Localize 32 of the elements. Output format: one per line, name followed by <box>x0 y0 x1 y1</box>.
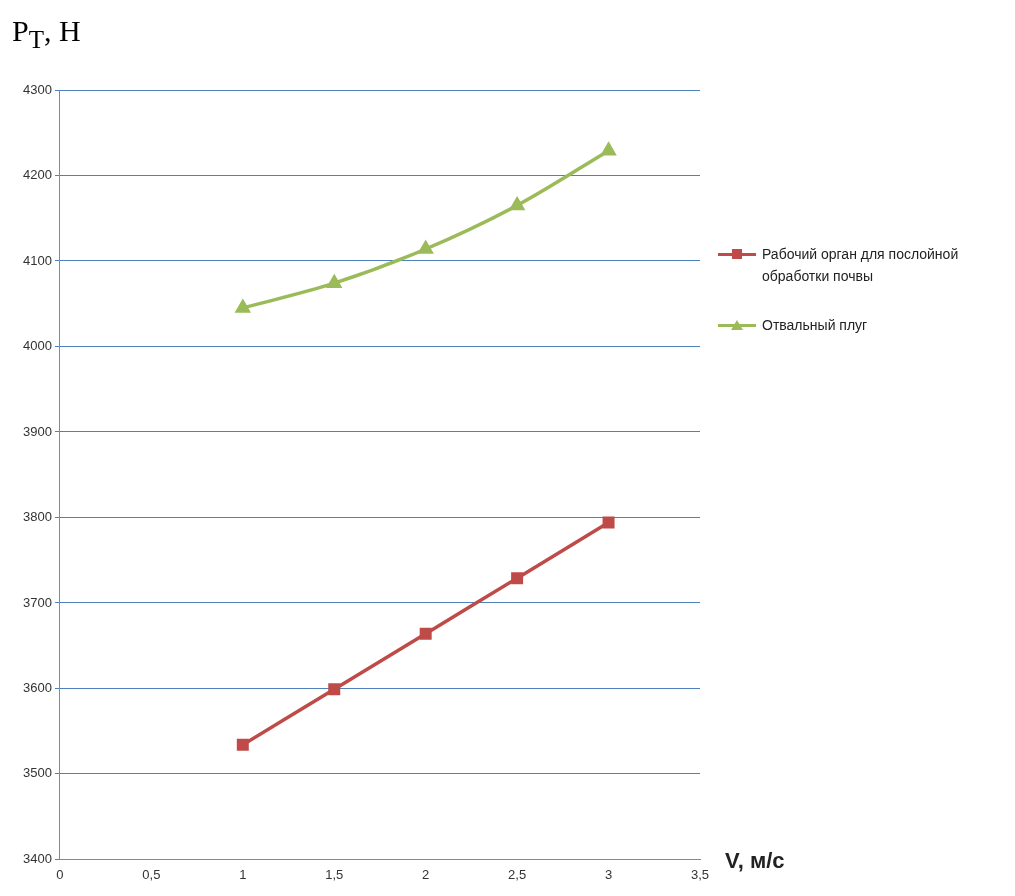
x-tick-label: 3,5 <box>690 866 710 882</box>
point <box>418 241 433 254</box>
x-axis-title: V, м/с <box>725 848 785 874</box>
point <box>236 738 249 751</box>
y-axis-title: P$_{T}$, Н <box>12 14 81 54</box>
x-tick-label: 1 <box>239 866 247 882</box>
y-tick-label: 4200 <box>23 167 52 183</box>
y-tick-label: 3500 <box>23 765 52 781</box>
point <box>419 627 432 640</box>
point <box>510 197 525 211</box>
y-tick-label: 4100 <box>23 252 52 268</box>
point <box>327 275 342 288</box>
point <box>328 683 341 696</box>
y-tick-label: 3400 <box>23 850 52 866</box>
point <box>511 572 524 585</box>
point <box>601 142 616 156</box>
legend-label: Отвальный плуг <box>762 316 868 335</box>
x-tick-label: 2,5 <box>508 866 527 882</box>
y-tick-label: 3900 <box>23 423 52 439</box>
y-tick-label: 3800 <box>23 509 52 525</box>
y-tick-label: 4300 <box>23 81 52 97</box>
x-tick-label: 0,5 <box>142 866 161 882</box>
legend-label: Рабочий орган для послойной обработки почвы <box>762 245 960 286</box>
x-tick-label: 1,5 <box>325 866 344 882</box>
x-tick-label: 0 <box>56 866 64 882</box>
y-tick-label: 3600 <box>23 680 52 695</box>
x-tick-label: 3 <box>604 866 613 882</box>
x-tick-label: 2 <box>422 866 430 882</box>
point <box>602 516 615 529</box>
y-tick-label: 3700 <box>23 594 52 610</box>
y-tick-label: 4000 <box>23 338 52 354</box>
point <box>235 300 250 313</box>
